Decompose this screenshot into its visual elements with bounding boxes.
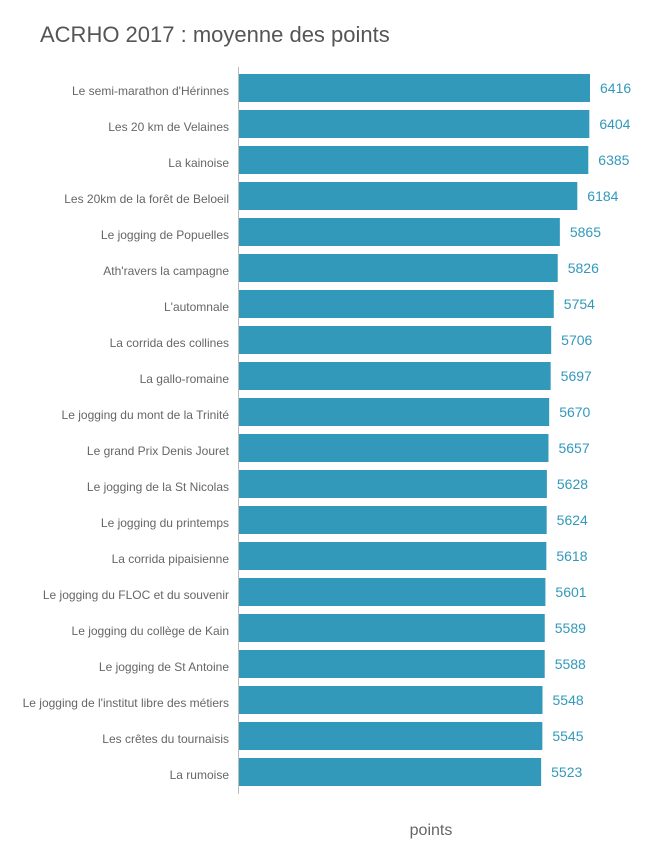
value-label: 5523 [551, 764, 582, 780]
value-label: 5589 [555, 620, 586, 636]
category-label: La kainoise [168, 156, 229, 170]
bar [239, 218, 560, 246]
value-label: 6416 [600, 80, 631, 96]
bar [239, 398, 550, 426]
bar [239, 614, 545, 642]
bar [239, 254, 558, 282]
category-label: Le jogging du FLOC et du souvenir [43, 588, 229, 602]
category-label: Le jogging de la St Nicolas [87, 480, 229, 494]
bar [239, 578, 546, 606]
category-label: La corrida des collines [110, 336, 229, 350]
value-label: 5697 [561, 368, 592, 384]
category-label: Le grand Prix Denis Jouret [87, 444, 230, 458]
category-label: Le jogging de St Antoine [99, 660, 229, 674]
value-label: 5670 [559, 404, 590, 420]
bar [239, 146, 589, 174]
category-label: Le jogging de Popuelles [101, 228, 229, 242]
category-label: Le jogging de l'institut libre des métie… [23, 696, 229, 710]
category-label: La rumoise [170, 768, 230, 782]
category-label: Les 20km de la forêt de Beloeil [64, 192, 229, 206]
bars-group: Le semi-marathon d'Hérinnes 6416 Les 20 km… [23, 74, 631, 786]
value-label: 6404 [599, 116, 630, 132]
category-label: La corrida pipaisienne [112, 552, 230, 566]
category-label: Les 20 km de Velaines [108, 120, 229, 134]
value-label: 6385 [598, 152, 629, 168]
value-label: 5624 [557, 512, 588, 528]
value-label: 5601 [555, 584, 586, 600]
x-axis-label: points [410, 822, 453, 839]
value-label: 5706 [561, 332, 592, 348]
bar [239, 290, 554, 318]
value-label: 5548 [553, 692, 584, 708]
category-label: L'automnale [164, 300, 229, 314]
bar [239, 758, 542, 786]
category-label: Ath'ravers la campagne [103, 264, 229, 278]
category-label: Le jogging du collège de Kain [72, 624, 229, 638]
category-label: La gallo-romaine [140, 372, 230, 386]
chart-title: ACRHO 2017 : moyenne des points [40, 22, 390, 47]
bar [239, 470, 547, 498]
bar [239, 74, 590, 102]
bar [239, 326, 552, 354]
bar [239, 722, 543, 750]
category-label: Le jogging du printemps [101, 516, 229, 530]
value-label: 5865 [570, 224, 601, 240]
value-label: 5657 [558, 440, 589, 456]
category-label: Le jogging du mont de la Trinité [62, 408, 230, 422]
bar [239, 650, 545, 678]
category-label: Le semi-marathon d'Hérinnes [72, 84, 229, 98]
bar [239, 182, 578, 210]
value-label: 5754 [564, 296, 595, 312]
value-label: 5588 [555, 656, 586, 672]
category-label: Les crêtes du tournaisis [102, 732, 229, 746]
bar [239, 362, 551, 390]
value-label: 5628 [557, 476, 588, 492]
bar [239, 686, 543, 714]
bar [239, 110, 590, 138]
value-label: 6184 [587, 188, 618, 204]
value-label: 5545 [552, 728, 583, 744]
bar [239, 434, 549, 462]
bar [239, 506, 547, 534]
value-label: 5826 [568, 260, 599, 276]
bar [239, 542, 547, 570]
value-label: 5618 [556, 548, 587, 564]
